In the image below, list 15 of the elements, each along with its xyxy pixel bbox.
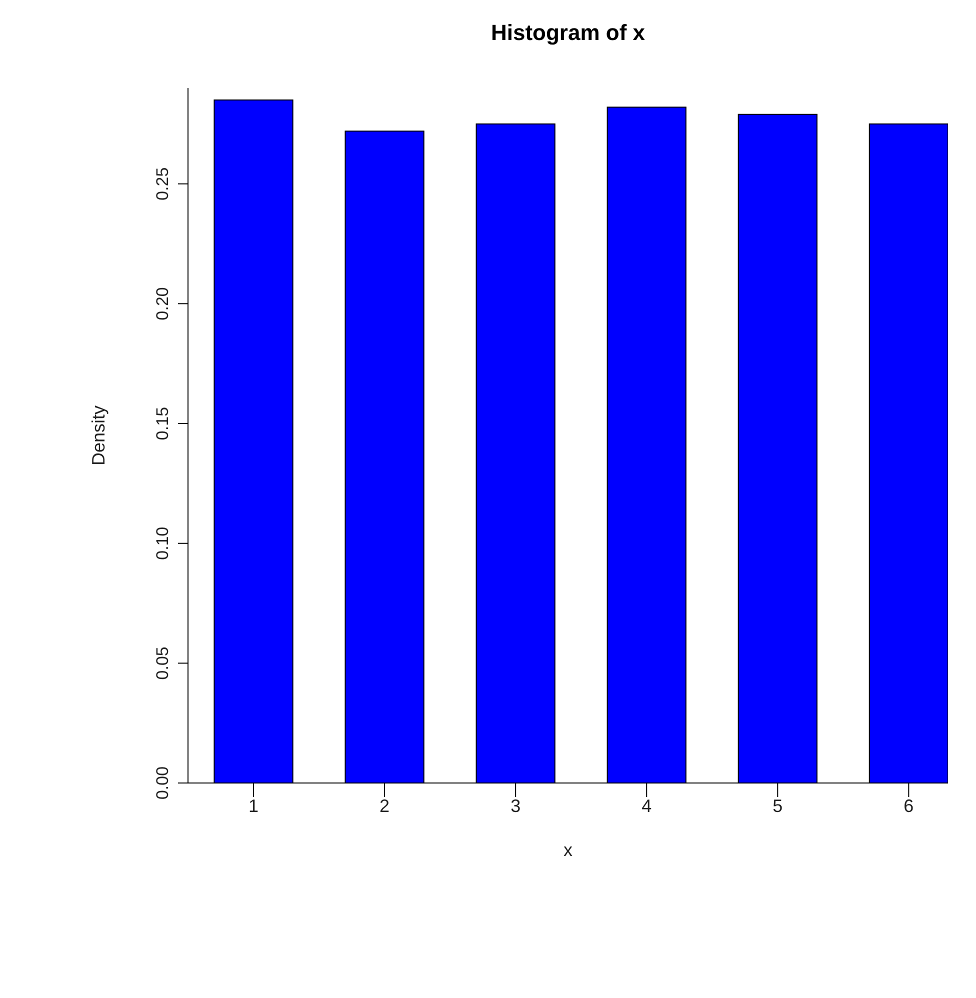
- x-tick-label: 5: [772, 796, 783, 816]
- x-tick-label: 1: [248, 796, 259, 816]
- x-tick-label: 2: [380, 796, 390, 816]
- y-tick-label: 0.25: [153, 167, 172, 200]
- x-tick-label: 4: [642, 796, 652, 816]
- y-tick-label: 0.20: [153, 287, 172, 320]
- y-tick-label: 0.05: [153, 646, 172, 680]
- y-tick-label: 0.10: [153, 526, 172, 560]
- y-tick-label: 0.00: [153, 766, 172, 800]
- chart-title: Histogram of x: [490, 20, 646, 45]
- y-tick-label: 0.15: [153, 406, 172, 440]
- x-axis-title: x: [564, 840, 572, 860]
- x-tick-label: 6: [904, 796, 914, 816]
- y-axis-title: Density: [88, 405, 108, 466]
- x-tick-label: 3: [510, 796, 521, 816]
